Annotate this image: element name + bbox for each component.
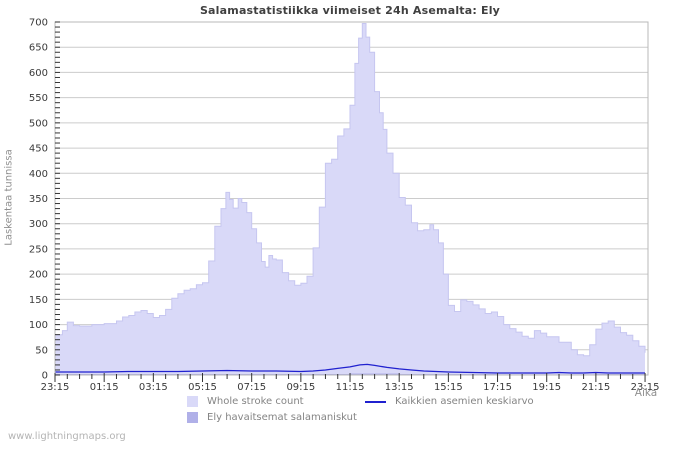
x-axis-label: Aika [634,387,658,399]
x-tick-label: 01:15 [90,382,119,393]
y-tick-label: 250 [29,244,48,255]
x-tick-label: 15:15 [434,382,463,393]
average-line-swatch-icon [365,400,386,403]
y-tick-label: 400 [29,169,48,180]
x-tick-label: 19:15 [532,382,561,393]
legend-label-ely: Ely havaitsemat salamaniskut [207,412,357,423]
y-tick-label: 0 [42,371,48,382]
average-line [55,363,645,374]
y-tick-label: 600 [29,68,48,79]
y-tick-label: 500 [29,118,48,129]
y-tick-label: 450 [29,144,48,155]
legend-label-average: Kaikkien asemien keskiarvo [395,396,534,407]
whole-stroke-swatch-icon [187,396,198,407]
legend-item-average: Kaikkien asemien keskiarvo [365,396,534,407]
whole-stroke-area-edge [55,23,646,357]
chart-title: Salamastatistiikka viimeiset 24h Asemalt… [199,4,501,17]
y-tick-label: 200 [29,270,48,281]
y-tick-label: 100 [29,320,48,331]
watermark: www.lightningmaps.org [8,431,126,442]
x-tick-label: 21:15 [581,382,610,393]
x-tick-label: 23:15 [631,382,660,393]
y-tick-label: 550 [29,93,48,104]
y-tick-label: 300 [29,219,48,230]
whole-stroke-area [55,23,645,375]
x-tick-label: 09:15 [286,382,315,393]
x-tick-label: 05:15 [188,382,217,393]
y-tick-label: 150 [29,295,48,306]
x-tick-label: 13:15 [385,382,414,393]
legend-item-ely: Ely havaitsemat salamaniskut [187,412,357,423]
x-tick-label: 23:15 [41,382,70,393]
x-tick-label: 11:15 [336,382,365,393]
legend-label-whole-stroke: Whole stroke count [207,396,304,407]
y-tick-label: 650 [29,43,48,54]
y-tick-label: 350 [29,194,48,205]
x-tick-label: 07:15 [237,382,266,393]
legend-item-whole-stroke: Whole stroke count [187,396,304,407]
ely-strikes-swatch-icon [187,412,198,423]
y-tick-label: 50 [35,345,48,356]
x-tick-label: 03:15 [139,382,168,393]
y-tick-label: 700 [29,18,48,29]
x-tick-label: 17:15 [483,382,512,393]
